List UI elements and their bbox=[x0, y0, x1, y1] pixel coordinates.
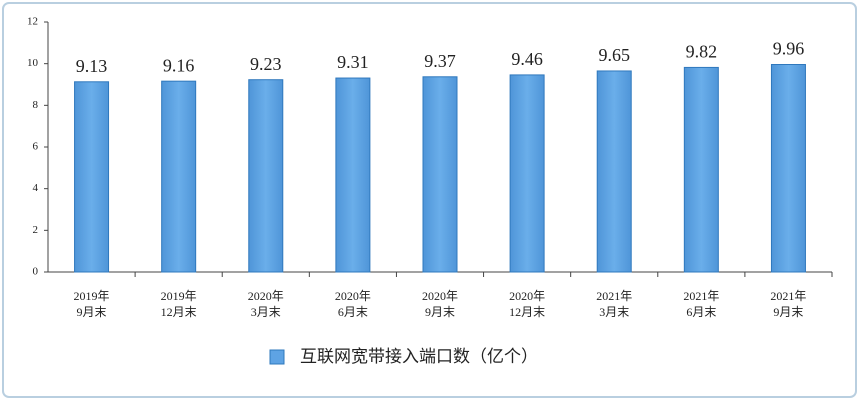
legend-swatch bbox=[269, 349, 285, 365]
y-tick-label: 2 bbox=[33, 224, 39, 236]
value-label: 9.23 bbox=[250, 54, 282, 74]
bar bbox=[161, 80, 197, 273]
x-tick-label: 2021年 3月末 bbox=[596, 289, 633, 319]
value-label: 9.65 bbox=[598, 45, 630, 65]
x-tick-label: 2020年 9月末 bbox=[421, 289, 458, 319]
y-tick-label: 8 bbox=[33, 99, 39, 111]
value-label: 9.16 bbox=[163, 55, 195, 75]
value-label: 9.96 bbox=[773, 39, 805, 59]
y-tick-label: 6 bbox=[33, 141, 39, 153]
value-label: 9.31 bbox=[337, 52, 369, 72]
x-tick-label: 2020年 12月末 bbox=[509, 289, 546, 319]
x-tick-label: 2021年 6月末 bbox=[683, 289, 720, 319]
bar bbox=[335, 77, 371, 273]
bar bbox=[74, 81, 110, 273]
x-tick-label: 2021年 9月末 bbox=[770, 289, 807, 319]
value-label: 9.46 bbox=[511, 49, 543, 69]
bar bbox=[770, 64, 806, 273]
x-tick-label: 2020年 6月末 bbox=[334, 289, 371, 319]
legend-label: 互联网宽带接入端口数（亿个） bbox=[300, 347, 538, 366]
bar bbox=[596, 70, 632, 273]
bar bbox=[683, 66, 719, 273]
bar bbox=[422, 76, 458, 273]
y-tick-label: 12 bbox=[27, 16, 38, 28]
y-tick-label: 10 bbox=[27, 57, 39, 69]
bar bbox=[509, 74, 545, 273]
value-label: 9.13 bbox=[76, 56, 108, 76]
y-tick-label: 4 bbox=[33, 182, 39, 194]
bar bbox=[248, 79, 284, 273]
y-tick-label: 0 bbox=[33, 266, 39, 278]
x-tick-label: 2019年 9月末 bbox=[73, 289, 110, 319]
value-label: 9.82 bbox=[686, 42, 718, 62]
value-label: 9.37 bbox=[424, 51, 456, 71]
x-tick-label: 2020年 3月末 bbox=[247, 289, 284, 319]
x-tick-label: 2019年 12月末 bbox=[160, 289, 197, 319]
